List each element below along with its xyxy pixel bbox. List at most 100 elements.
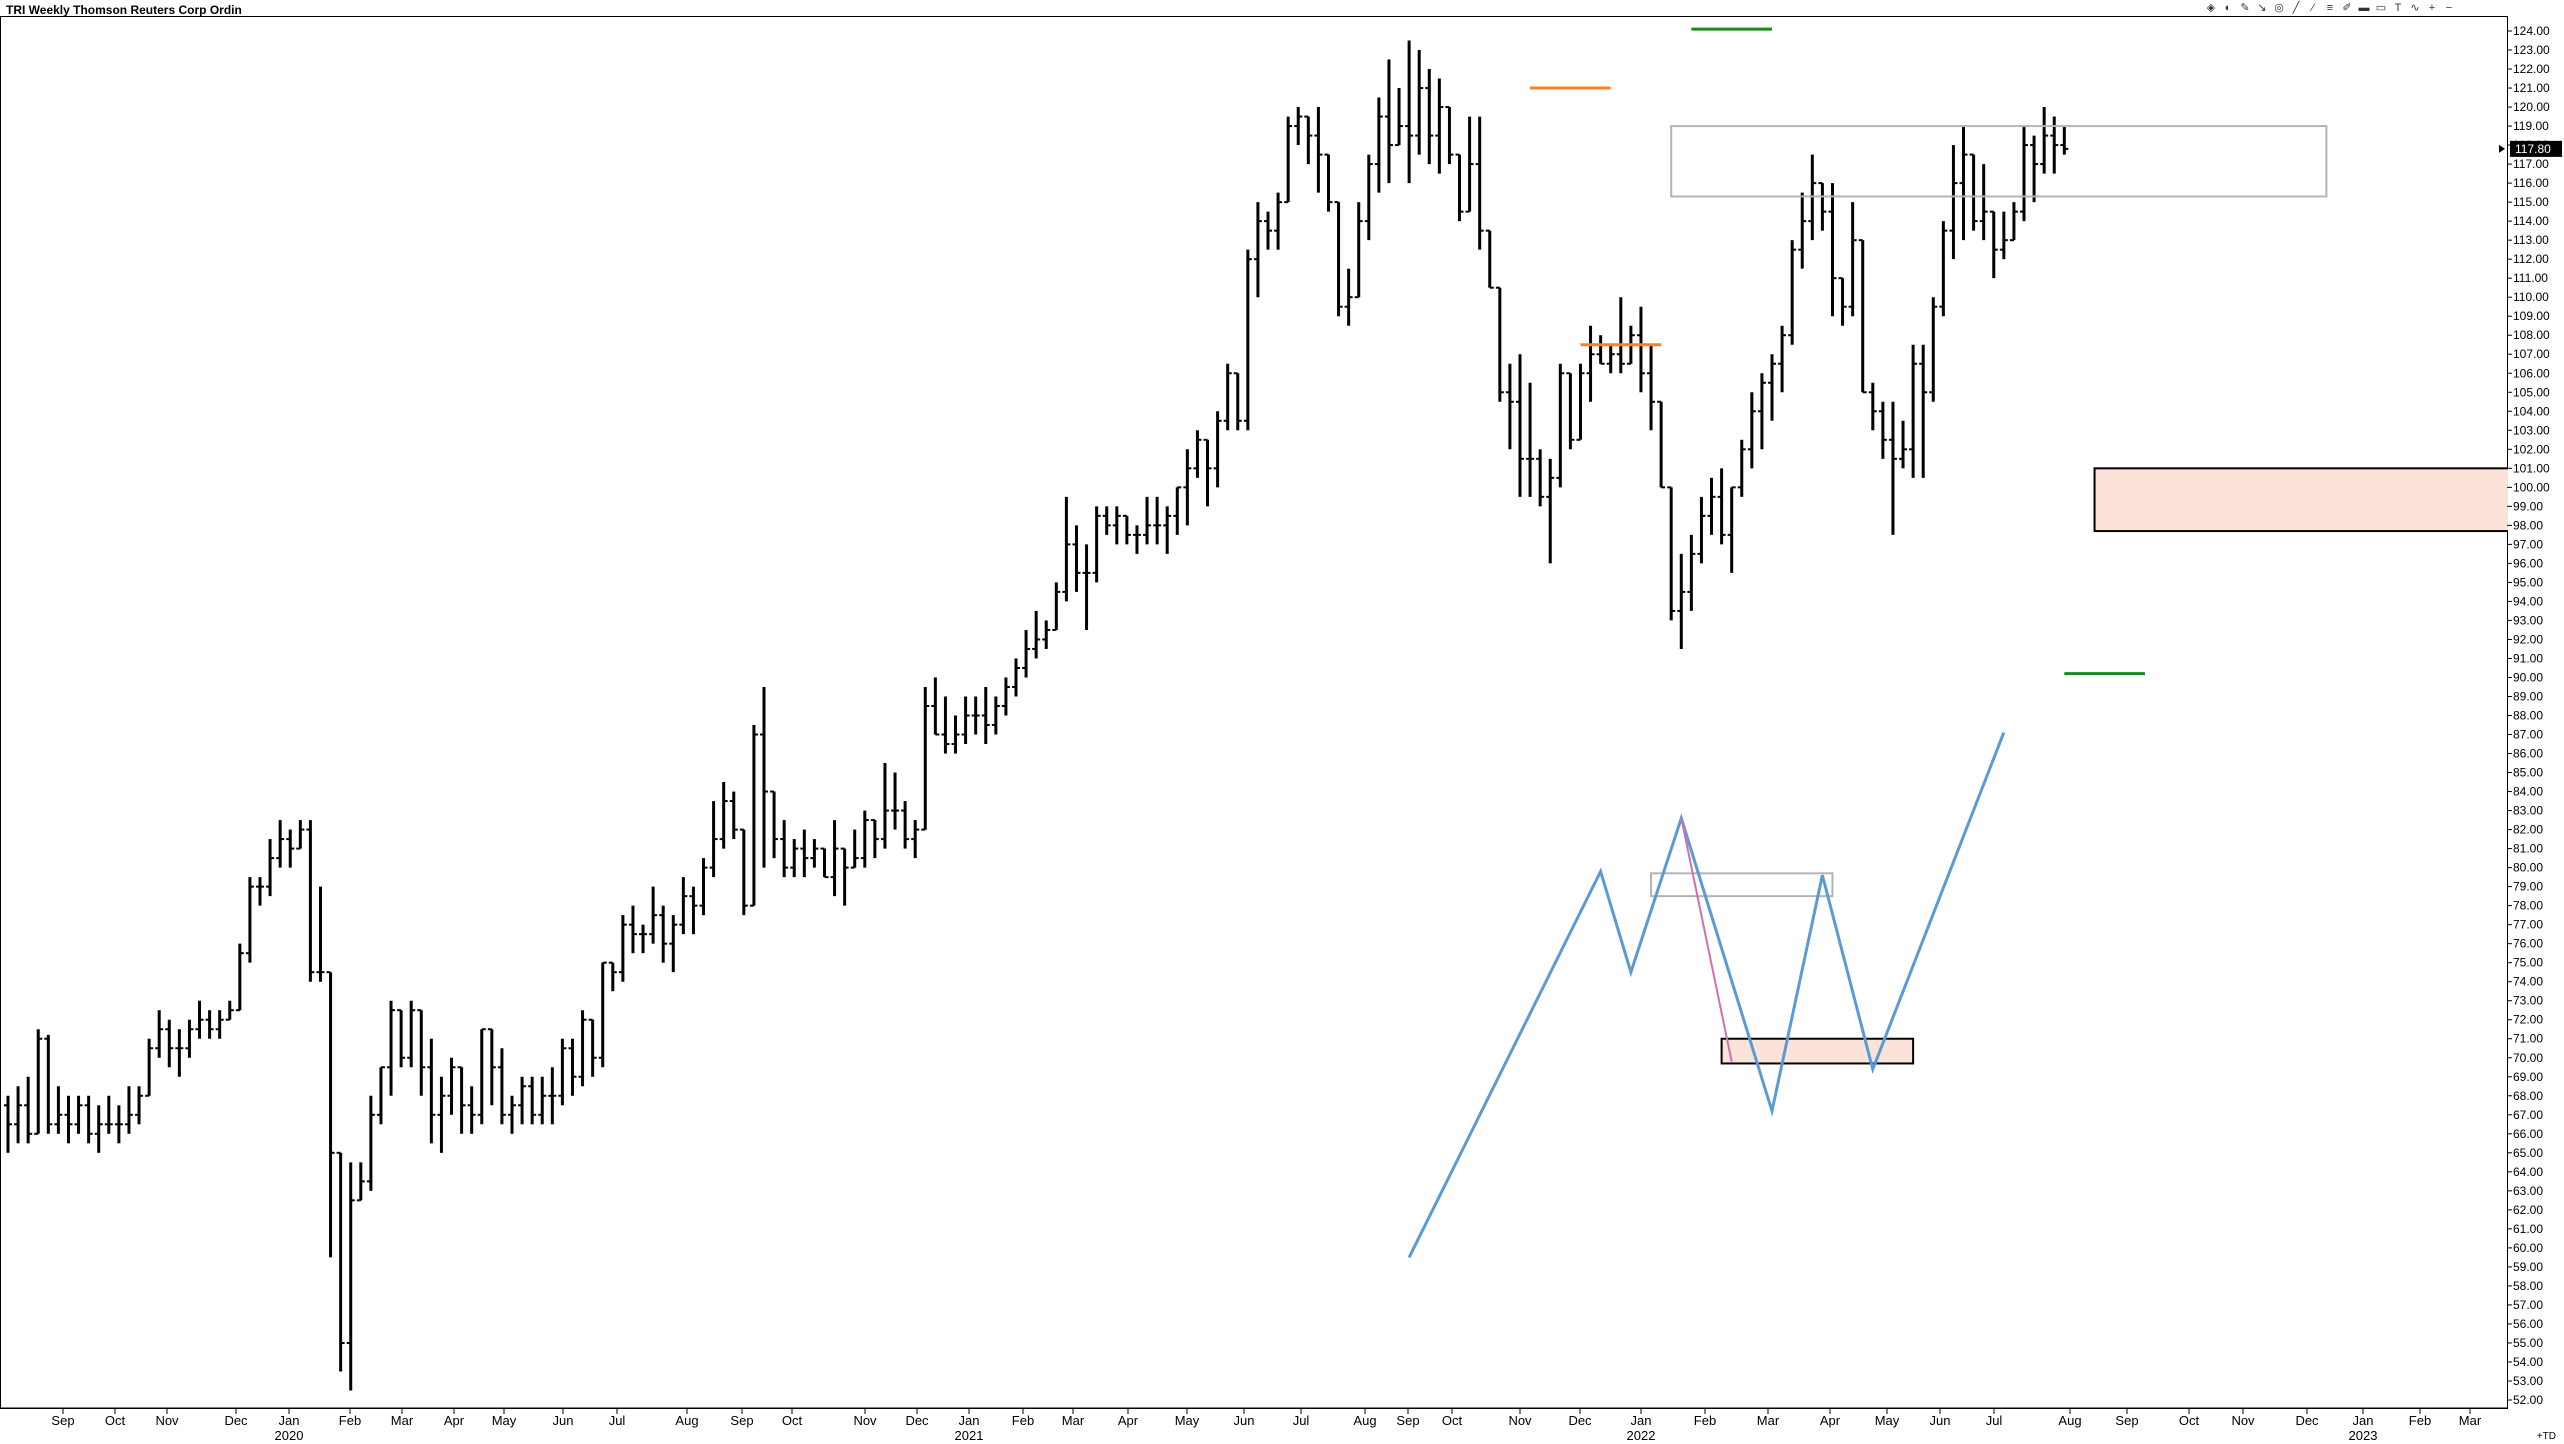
ohlc-bar [1485, 229, 1494, 289]
ohlc-bar [1183, 449, 1192, 526]
price-tick-label: 73.00 [2513, 994, 2543, 1008]
schematic-pattern [1407, 732, 2006, 1259]
chart-title: TRI Weekly Thomson Reuters Corp Ordin [6, 3, 242, 17]
price-tick-label: 122.00 [2513, 62, 2550, 76]
zoom-in-icon[interactable]: + [2428, 2, 2436, 14]
ohlc-bar [417, 1009, 426, 1096]
ohlc-bar [608, 961, 617, 992]
ohlc-bar [1284, 116, 1293, 204]
month-label: Jul [1986, 1413, 2003, 1428]
ohlc-bar [1425, 69, 1434, 165]
price-axis[interactable]: 52.00 53.00 54.00 55.00 56.00 57.00 58.00 59.00… [2499, 16, 2564, 1408]
ohlc-bar [306, 820, 315, 982]
ohlc-bar [1677, 553, 1686, 649]
month-label: Oct [1442, 1413, 1463, 1428]
ohlc-bar [316, 886, 325, 982]
ohlc-bar [860, 810, 869, 868]
ohlc-bar [296, 820, 305, 850]
ohlc-bar [1455, 153, 1464, 222]
ohlc-bar [840, 847, 849, 906]
ohlc-bar [830, 820, 839, 897]
price-tick-label: 106.00 [2513, 366, 2550, 380]
price-tick-label: 68.00 [2513, 1089, 2543, 1103]
price-tick-label: 107.00 [2513, 347, 2550, 361]
ohlc-bar [356, 1162, 365, 1202]
zone-box [2093, 467, 2564, 533]
arrow-line-icon[interactable]: ↘ [2257, 2, 2267, 14]
ohlc-bar [961, 696, 970, 745]
price-tick-label: 113.00 [2513, 233, 2549, 247]
ohlc-bar [1233, 372, 1242, 431]
ohlc-bar [820, 847, 829, 879]
line-tool-2-icon[interactable]: ⁄ [2312, 2, 2314, 14]
ohlc-bar [1707, 477, 1716, 535]
ohlc-bar [850, 829, 859, 869]
ohlc-bar [1243, 249, 1252, 431]
ohlc-bar [598, 961, 607, 1068]
ohlc-bar [1153, 496, 1162, 545]
ohlc-bar [1828, 183, 1837, 317]
target-icon[interactable]: ◎ [2274, 2, 2284, 14]
ohlc-bar [1586, 325, 1595, 402]
ohlc-bar [1475, 116, 1484, 250]
ohlc-bar [1334, 201, 1343, 317]
ohlc-bar [34, 1029, 43, 1135]
price-tick-label: 117.00 [2513, 157, 2549, 171]
fib-icon[interactable]: ≡ [2326, 2, 2334, 14]
ohlc-bar [1092, 506, 1101, 583]
highlight-icon[interactable]: ▬ [2358, 2, 2370, 14]
price-tick-label: 116.00 [2513, 176, 2549, 190]
last-price-tag [2510, 140, 2562, 157]
month-label: Jun [553, 1413, 574, 1428]
ohlc-bar [1253, 202, 1262, 298]
ohlc-bar [1757, 373, 1766, 450]
ohlc-bar [1324, 153, 1333, 212]
line-tool-icon[interactable]: ╱ [2292, 2, 2300, 14]
ohlc-bar [1919, 344, 1928, 478]
wave-icon[interactable]: ∿ [2410, 2, 2420, 14]
price-tick-label: 103.00 [2513, 423, 2550, 437]
ohlc-bar [1979, 164, 1988, 241]
palette-icon[interactable]: ◐ [2224, 2, 2232, 14]
ohlc-bar [508, 1095, 516, 1134]
month-label: Jan [279, 1413, 300, 1428]
ohlc-bar [1788, 240, 1797, 345]
pencil-icon[interactable]: ✎ [2240, 2, 2250, 14]
price-tick-label: 109.00 [2513, 309, 2550, 323]
zoom-out-icon[interactable]: − [2445, 2, 2453, 14]
month-label: Apr [1820, 1413, 1841, 1428]
price-tick-label: 111.00 [2513, 271, 2548, 285]
ohlc-bar [739, 828, 748, 916]
ohlc-bar [4, 1095, 12, 1153]
text-icon[interactable]: T [2394, 2, 2402, 14]
price-tick-label: 56.00 [2513, 1317, 2543, 1331]
month-label: Dec [1568, 1413, 1592, 1428]
ohlc-bar [1516, 354, 1524, 497]
ohlc-bar [628, 905, 637, 954]
month-label: Sep [51, 1413, 74, 1428]
ohlc-bar [235, 943, 244, 1012]
ohlc-bar [1526, 382, 1535, 497]
ohlc-bar [1989, 210, 1998, 279]
schematic-pullback-line [1680, 817, 1733, 1062]
price-tick-label: 121.00 [2513, 81, 2550, 95]
ohlc-bar [1173, 486, 1182, 535]
ohlc-bar [618, 915, 627, 982]
chart-icon[interactable]: ◈ [2206, 2, 2216, 14]
edit-icon[interactable]: ✐ [2342, 2, 2352, 14]
price-tick-label: 83.00 [2513, 804, 2543, 818]
ohlc-bar [1616, 297, 1625, 374]
ohlc-bar [1868, 382, 1877, 431]
ohlc-bar [1213, 411, 1222, 488]
price-tick-label: 69.00 [2513, 1070, 2543, 1084]
month-label: Feb [1012, 1413, 1034, 1428]
rectangle-icon[interactable]: ▭ [2375, 2, 2387, 14]
zone-box [1670, 125, 2328, 198]
month-label: Sep [730, 1413, 753, 1428]
ohlc-bar [1929, 297, 1938, 402]
time-axis[interactable]: Sep Oct Nov Dec Jan Feb Mar Apr May Jun Jul Aug Sep O… [0, 1407, 2556, 1443]
price-tick-label: 67.00 [2513, 1108, 2543, 1122]
annotation-layer [1530, 27, 2564, 676]
ohlc-bar [810, 839, 819, 868]
